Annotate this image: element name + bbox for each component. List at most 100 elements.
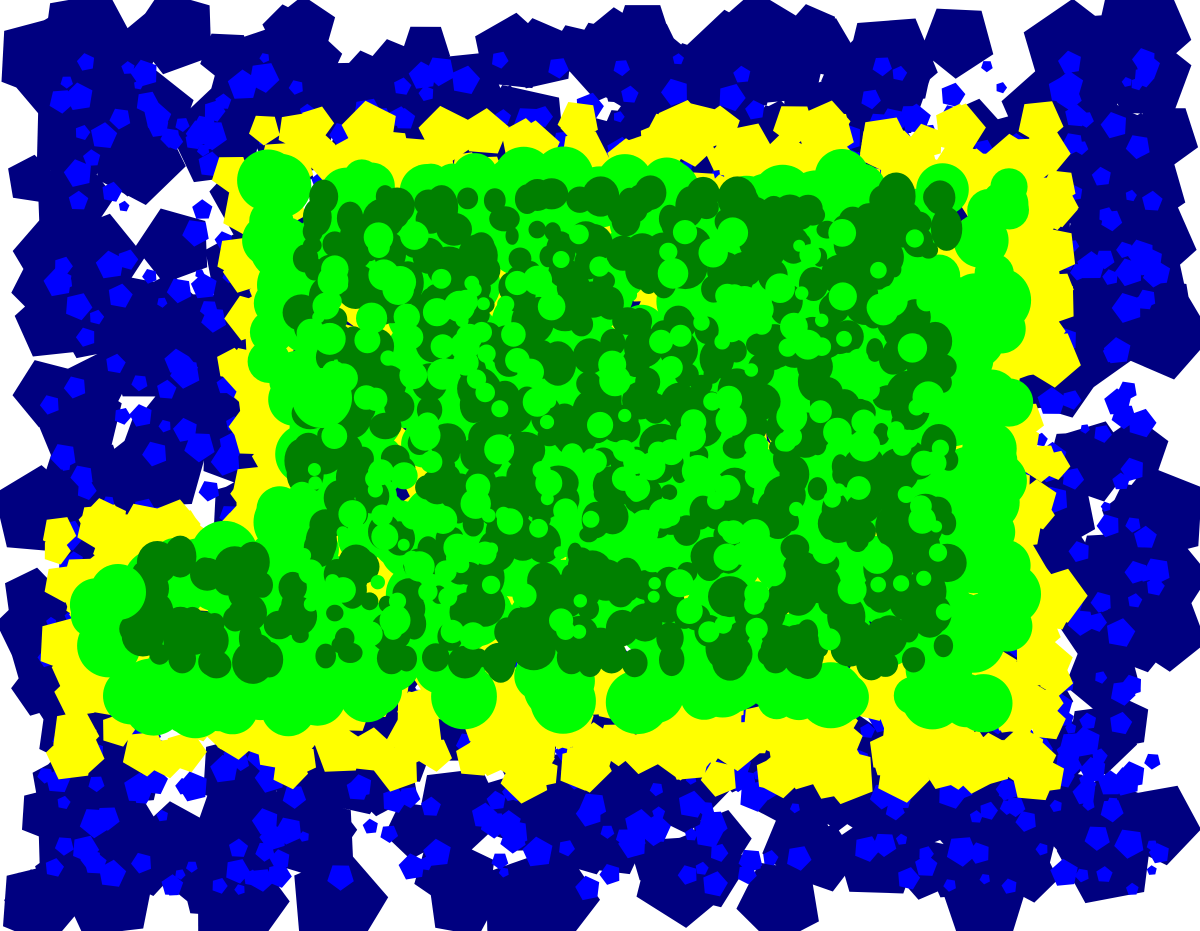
light-green-accent-circle [828, 282, 857, 311]
blue-pentagon [559, 840, 575, 857]
yellow-pentagon [773, 106, 815, 147]
light-green-accent-circle [303, 596, 319, 612]
dark-green-circle [415, 475, 440, 500]
dark-green-circle [561, 563, 586, 588]
blue-pentagon [1100, 800, 1124, 823]
blue-pentagon [599, 864, 620, 885]
light-green-accent-circle [443, 290, 475, 322]
blue-pentagon [711, 843, 729, 862]
navy-pentagon [200, 33, 253, 85]
light-green-accent-circle [672, 220, 698, 245]
dark-green-circle [255, 641, 284, 678]
blue-pentagon [61, 278, 73, 290]
blue-pentagon [160, 128, 180, 148]
light-green-accent-circle [368, 459, 394, 486]
blue-pentagon [600, 825, 615, 839]
blue-pentagon [1101, 210, 1123, 232]
light-green-accent-circle [393, 303, 420, 330]
light-green-accent-circle [537, 292, 566, 321]
light-green-accent-circle [573, 594, 587, 608]
dark-green-circle [626, 184, 657, 215]
blue-pentagon [249, 63, 280, 93]
blue-pentagon [398, 853, 425, 880]
blue-pentagon [1094, 425, 1112, 443]
light-green-circle [352, 665, 402, 716]
blue-pentagon [1147, 577, 1165, 596]
blue-pentagon [185, 120, 211, 147]
blue-pentagon [898, 106, 925, 131]
blue-pentagon [787, 846, 812, 871]
blue-pentagon [60, 76, 73, 89]
blue-pentagon [855, 836, 881, 862]
blue-pentagon [491, 853, 509, 870]
blue-pentagon [1112, 472, 1130, 490]
light-green-accent-circle [380, 350, 396, 366]
dark-green-circle [519, 311, 551, 343]
light-green-accent-circle [446, 546, 470, 571]
navy-pentagon [131, 0, 212, 75]
light-green-accent-circle [541, 393, 557, 409]
blue-pentagon [649, 783, 663, 797]
light-green-accent-circle [521, 368, 538, 385]
yellow-pentagon [1022, 176, 1077, 230]
navy-pentagon [508, 851, 600, 931]
blue-pentagon [1126, 882, 1139, 895]
navy-pentagon [4, 869, 69, 931]
yellow-pentagon [825, 720, 863, 758]
blue-pentagon [1134, 67, 1155, 88]
yellow-pentagon [806, 112, 854, 159]
light-green-accent-circle [440, 619, 464, 644]
light-green-accent-circle [459, 622, 487, 650]
blue-pentagon [399, 787, 421, 809]
light-green-accent-circle [298, 559, 324, 585]
yellow-pentagon [122, 731, 169, 777]
light-green-accent-circle [659, 356, 683, 379]
light-green-accent-circle [618, 408, 632, 423]
light-green-circle [756, 665, 795, 703]
dark-green-circle [901, 647, 926, 673]
blue-pentagon [1102, 269, 1118, 285]
blue-pentagon [1100, 112, 1126, 139]
blue-pentagon [389, 106, 411, 127]
navy-pentagon [1101, 478, 1186, 559]
yellow-pentagon [424, 117, 473, 164]
blue-pentagon [1120, 457, 1143, 482]
light-green-accent-circle [930, 520, 943, 533]
blue-pentagon [57, 795, 71, 809]
light-green-accent-circle [539, 414, 555, 430]
light-green-accent-circle [418, 582, 438, 602]
light-green-accent-circle [657, 258, 689, 289]
blue-pentagon [157, 297, 168, 308]
blue-pentagon [1079, 712, 1096, 730]
light-green-accent-circle [815, 313, 829, 327]
light-green-accent-circle [522, 387, 553, 417]
light-green-accent-circle [491, 400, 509, 418]
blue-pentagon [1058, 50, 1081, 74]
navy-pentagon [1130, 599, 1200, 672]
blue-pentagon [91, 122, 118, 148]
blue-pentagon [64, 82, 93, 110]
navy-pentagon [709, 0, 806, 85]
blue-pentagon [114, 408, 132, 425]
light-green-circle [985, 378, 1034, 427]
light-green-accent-circle [400, 221, 429, 250]
blue-pentagon [996, 82, 1008, 94]
light-green-accent-circle [676, 421, 706, 452]
blue-pentagon [144, 103, 172, 130]
light-green-accent-circle [846, 476, 871, 500]
blue-pentagon [108, 283, 133, 308]
light-green-accent-circle [484, 434, 515, 465]
blue-pentagon [198, 481, 219, 502]
dark-green-circle [459, 592, 483, 621]
blue-pentagon [75, 327, 95, 347]
light-green-accent-circle [481, 575, 501, 595]
blue-pentagon [201, 308, 227, 333]
navy-pentagon [52, 380, 108, 435]
dark-green-circle [807, 477, 828, 501]
dark-green-circle [304, 533, 335, 568]
light-green-accent-circle [707, 473, 724, 489]
blue-pentagon [1121, 77, 1132, 87]
light-green-accent-circle [390, 462, 418, 490]
light-green-accent-circle [659, 242, 678, 261]
yellow-pentagon [1040, 664, 1074, 697]
